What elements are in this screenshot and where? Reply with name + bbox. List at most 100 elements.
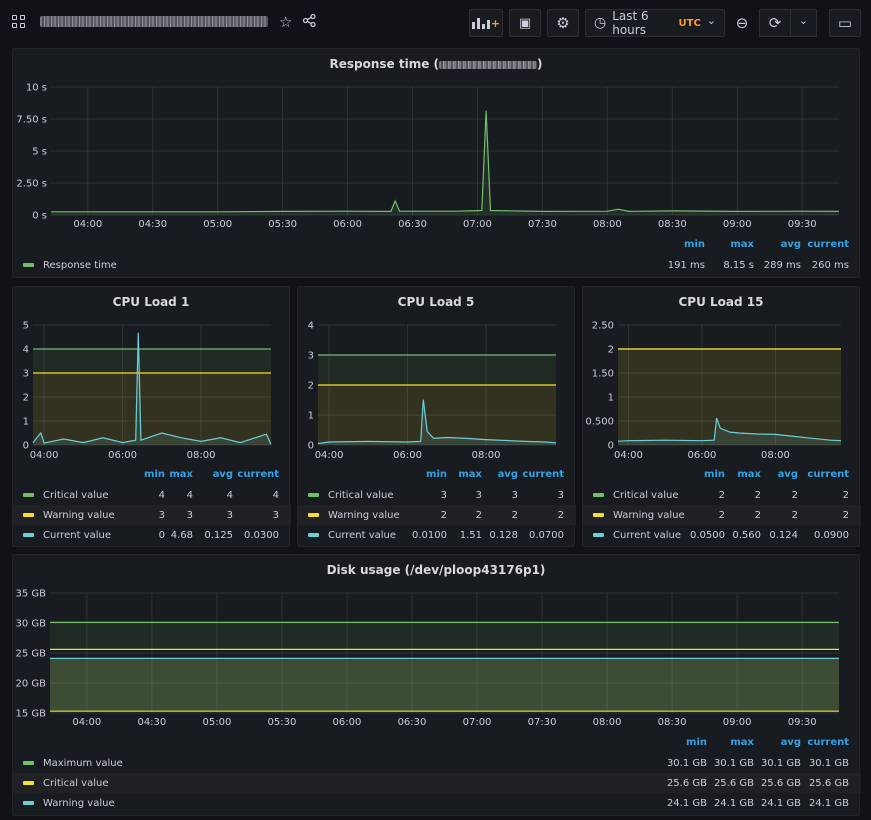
star-icon[interactable]: ☆ xyxy=(279,12,293,31)
legend-row[interactable]: Warning value 2 2 2 2 xyxy=(583,505,861,525)
legend-series-name[interactable]: Critical value xyxy=(43,777,109,789)
legend-value-max: 2 xyxy=(754,509,761,521)
cpu-load-1-graph[interactable]: 0 1 2 3 4 5 04:00 06:00 08:00 xyxy=(13,315,291,475)
panel-cpu-load-15[interactable]: CPU Load 15 0 0.500 1 1.50 2 2.50 04:00 06:00 08… xyxy=(582,286,861,547)
y-tick-label: 0.500 xyxy=(585,417,614,428)
cpu-load-5-graph[interactable]: 0 1 2 3 4 04:00 06:00 08:00 xyxy=(298,315,576,475)
legend-header-avg[interactable]: avg xyxy=(780,737,801,748)
legend-series-name[interactable]: Warning value xyxy=(43,509,115,521)
legend-series-name[interactable]: Critical value xyxy=(43,489,109,501)
y-tick-label: 35 GB xyxy=(15,589,46,600)
legend-header-max[interactable]: max xyxy=(737,469,761,480)
legend-series-name[interactable]: Warning value xyxy=(613,509,685,521)
legend-header-current[interactable]: current xyxy=(807,469,849,480)
add-panel-button[interactable]: + xyxy=(469,9,503,37)
legend-series-name[interactable]: Critical value xyxy=(328,489,394,501)
legend-header-min[interactable]: min xyxy=(684,239,705,250)
y-tick-label: 1 xyxy=(23,417,29,428)
legend-header-max[interactable]: max xyxy=(730,737,754,748)
legend-row[interactable]: Current value 0.0500 0.560 0.124 0.0900 xyxy=(583,525,861,545)
legend-header-avg[interactable]: avg xyxy=(777,469,798,480)
legend-swatch[interactable] xyxy=(308,493,319,497)
legend-swatch[interactable] xyxy=(23,513,34,517)
refresh-button[interactable]: ⟳ xyxy=(759,9,791,37)
series-line-response-time[interactable] xyxy=(51,110,840,213)
legend-row[interactable]: Critical value 4 4 4 4 xyxy=(13,485,291,505)
y-tick-label: 0 s xyxy=(32,211,47,222)
dashboard-title-redacted[interactable] xyxy=(40,16,268,27)
legend-series-name[interactable]: Current value xyxy=(328,529,397,541)
legend-swatch[interactable] xyxy=(23,781,34,785)
legend-header-min[interactable]: min xyxy=(144,469,165,480)
legend-swatch[interactable] xyxy=(593,533,604,537)
time-range-picker[interactable]: ◷ Last 6 hours UTC ⌄ xyxy=(585,9,725,37)
legend-row[interactable]: Response time 191 ms 8.15 s 289 ms 260 ms xyxy=(13,255,861,275)
grid-icon[interactable] xyxy=(12,14,26,29)
legend-swatch[interactable] xyxy=(308,533,319,537)
legend-header-min[interactable]: min xyxy=(686,737,707,748)
panel-title: CPU Load 1 xyxy=(112,295,190,309)
legend-swatch[interactable] xyxy=(308,513,319,517)
legend-row[interactable]: Current value 0 4.68 0.125 0.0300 xyxy=(13,525,291,545)
legend-swatch[interactable] xyxy=(23,801,34,805)
series-line-current-value[interactable] xyxy=(617,417,842,442)
y-tick-label: 2 xyxy=(308,381,314,392)
panel-disk-usage[interactable]: Disk usage (/dev/ploop43176p1) 15 GB 20 G… xyxy=(12,554,861,816)
legend-series-name[interactable]: Warning value xyxy=(43,797,115,809)
y-tick-label: 5 s xyxy=(32,147,47,158)
legend-row[interactable]: Critical value 3 3 3 3 xyxy=(298,485,576,505)
legend-series-name[interactable]: Critical value xyxy=(613,489,679,501)
legend-header-avg[interactable]: avg xyxy=(497,469,518,480)
legend-series-name[interactable]: Response time xyxy=(43,259,117,271)
legend-header-current[interactable]: current xyxy=(807,737,849,748)
zoom-out-button[interactable]: ⊖ xyxy=(731,9,753,37)
panel-cpu-load-1[interactable]: CPU Load 1 0 1 2 3 4 5 04:00 06:00 08:00 min max a… xyxy=(12,286,291,547)
x-tick-label: 06:00 xyxy=(688,450,717,461)
legend-header-current[interactable]: current xyxy=(807,239,849,250)
disk-usage-graph[interactable]: 15 GB 20 GB 25 GB 30 GB 35 GB 04:00 04:30 05:00… xyxy=(13,583,861,763)
panel-cpu-load-5[interactable]: CPU Load 5 0 1 2 3 4 04:00 06:00 08:00 min max av… xyxy=(297,286,576,547)
legend-header-max[interactable]: max xyxy=(169,469,193,480)
legend-row[interactable]: Critical value 25.6 GB 25.6 GB 25.6 GB 25.6 … xyxy=(13,773,861,793)
save-dashboard-button[interactable]: ▣ xyxy=(509,9,541,37)
legend-row[interactable]: Warning value 24.1 GB 24.1 GB 24.1 GB 24.1 G… xyxy=(13,793,861,813)
legend-series-name[interactable]: Maximum value xyxy=(43,757,123,769)
legend-row[interactable]: Current value 0.0100 1.51 0.128 0.0700 xyxy=(298,525,576,545)
legend-header-avg[interactable]: avg xyxy=(212,469,233,480)
refresh-interval-button[interactable]: ⌄ xyxy=(791,9,817,37)
cpu-load-15-graph[interactable]: 0 0.500 1 1.50 2 2.50 04:00 06:00 08:00 xyxy=(583,315,861,475)
legend-swatch[interactable] xyxy=(23,493,34,497)
legend-swatch[interactable] xyxy=(23,761,34,765)
legend-series-name[interactable]: Current value xyxy=(43,529,112,541)
x-tick-label: 09:30 xyxy=(788,717,817,728)
legend-header-current[interactable]: current xyxy=(522,469,564,480)
series-line-current-value[interactable] xyxy=(317,399,557,445)
response-time-graph[interactable]: 0 s 2.50 s 5 s 7.50 s 10 s 04:00 04:30 05:00 05:… xyxy=(13,77,861,267)
legend-header-max[interactable]: max xyxy=(458,469,482,480)
legend-value-max: 4.68 xyxy=(170,529,193,541)
legend-row[interactable]: Maximum value 30.1 GB 30.1 GB 30.1 GB 30.1 G… xyxy=(13,753,861,773)
x-tick-label: 04:30 xyxy=(138,219,167,230)
x-tick-label: 08:00 xyxy=(761,450,790,461)
legend-header-max[interactable]: max xyxy=(730,239,754,250)
legend-value-current: 3 xyxy=(557,489,564,501)
legend-row[interactable]: Critical value 2 2 2 2 xyxy=(583,485,861,505)
legend-swatch[interactable] xyxy=(593,493,604,497)
tv-mode-button[interactable]: ▭ xyxy=(829,9,861,37)
legend-series-name[interactable]: Current value xyxy=(613,529,682,541)
settings-button[interactable]: ⚙ xyxy=(547,9,579,37)
legend-header-current[interactable]: current xyxy=(237,469,279,480)
legend-swatch[interactable] xyxy=(593,513,604,517)
gear-icon: ⚙ xyxy=(556,14,570,32)
legend-series-name[interactable]: Warning value xyxy=(328,509,400,521)
legend-row[interactable]: Warning value 2 2 2 2 xyxy=(298,505,576,525)
legend-swatch[interactable] xyxy=(23,533,34,537)
legend-header-avg[interactable]: avg xyxy=(780,239,801,250)
legend-row[interactable]: Warning value 3 3 3 3 xyxy=(13,505,291,525)
legend-swatch[interactable] xyxy=(23,263,34,267)
legend-header-min[interactable]: min xyxy=(426,469,447,480)
share-icon[interactable] xyxy=(303,13,317,29)
legend-header-min[interactable]: min xyxy=(704,469,725,480)
series-line-current-value[interactable] xyxy=(32,332,272,445)
